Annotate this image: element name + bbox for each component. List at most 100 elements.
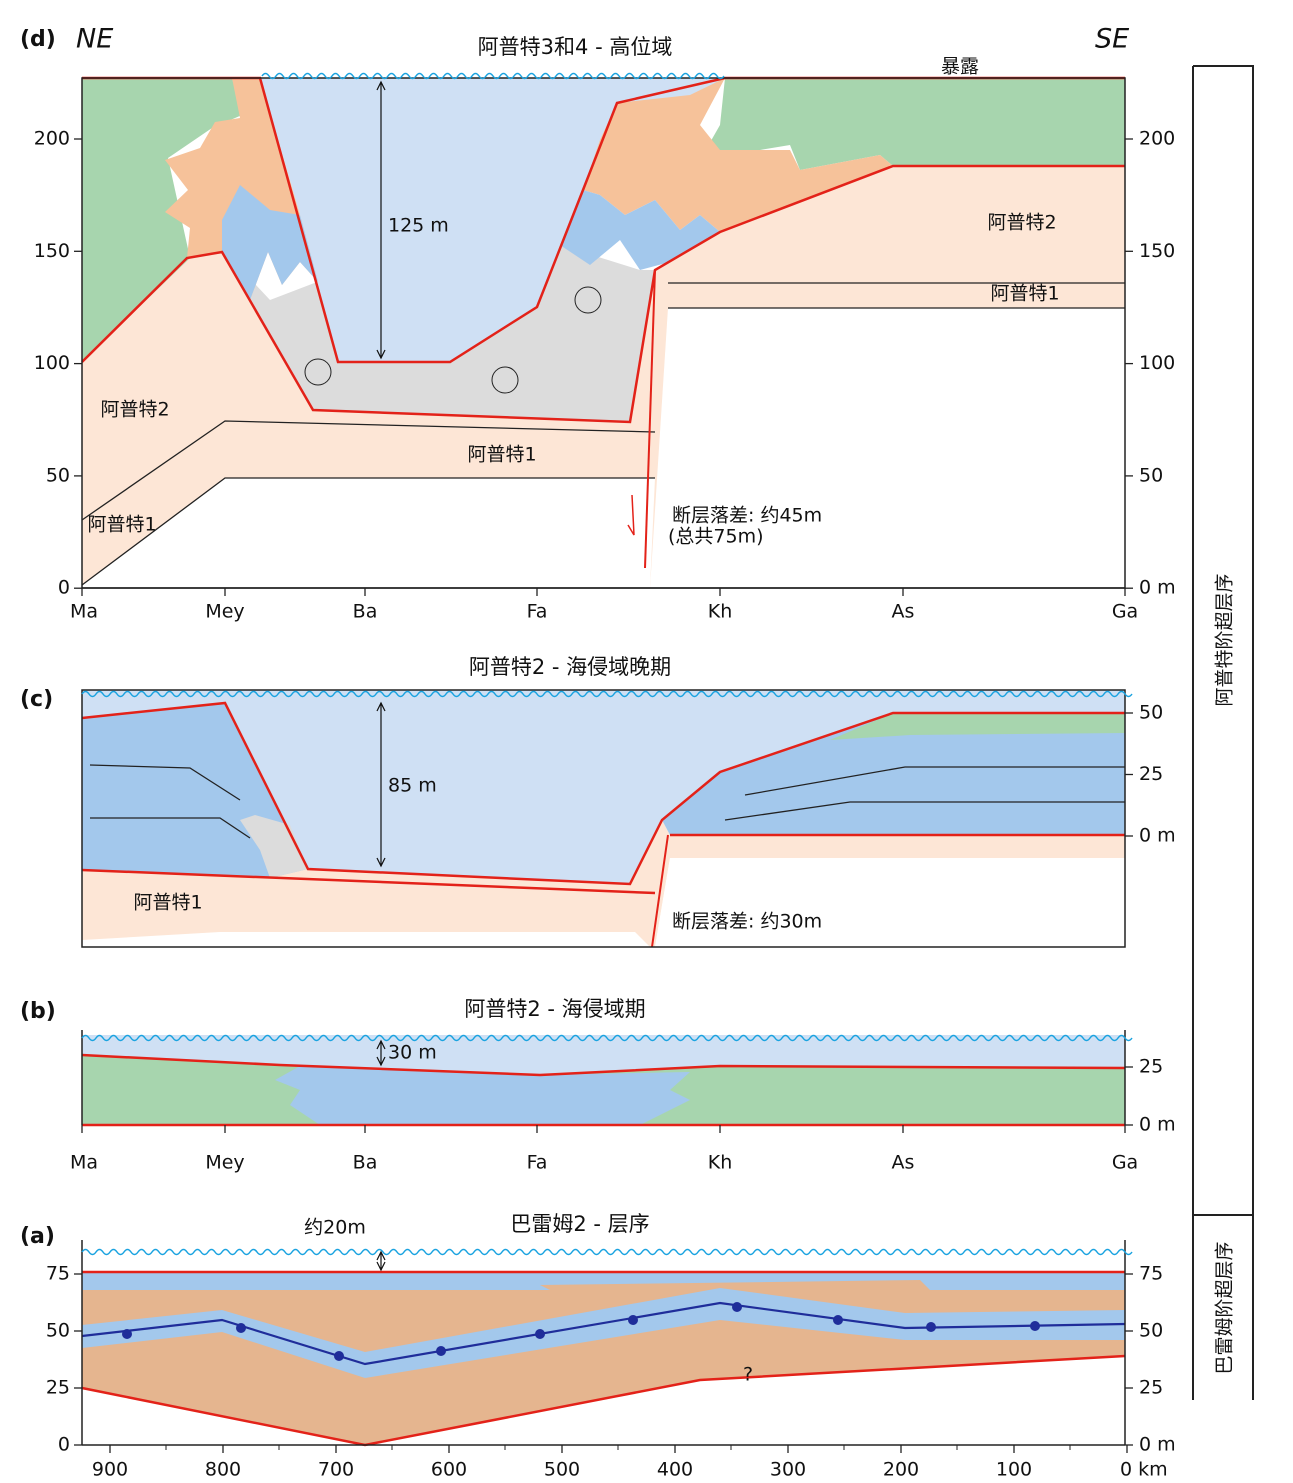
shapes	[74, 65, 1254, 1453]
location-label: Fa	[527, 1152, 548, 1174]
annotation: 30 m	[388, 1042, 437, 1064]
tick-label: 0 m	[1139, 825, 1176, 847]
tick-label: 50	[1139, 1320, 1163, 1342]
location-label: Ba	[353, 1152, 378, 1174]
layer	[662, 713, 1125, 835]
panel-label: (c)	[20, 687, 53, 712]
boundary	[376, 857, 386, 868]
boundary	[81, 420, 656, 521]
boundary	[81, 477, 655, 586]
boundary	[89, 764, 241, 801]
layer	[222, 185, 318, 300]
boundary	[376, 701, 386, 712]
marker	[334, 1351, 344, 1361]
boundary	[376, 1250, 386, 1261]
boundary	[376, 1261, 386, 1272]
tick-label: 100	[1139, 352, 1175, 374]
boundary	[82, 76, 726, 364]
layer	[583, 78, 893, 232]
tick-label: 25	[46, 1377, 70, 1399]
boundary	[1193, 65, 1254, 1400]
boundary	[724, 801, 1125, 821]
marker	[732, 1302, 742, 1312]
tick-label: 25	[1139, 1377, 1163, 1399]
layer	[275, 1066, 690, 1125]
unit-label: 阿普特1	[990, 283, 1059, 305]
marker	[122, 1329, 132, 1339]
marker	[436, 1346, 446, 1356]
marker	[926, 1322, 936, 1332]
boundary	[90, 817, 251, 839]
location-label: Fa	[527, 601, 548, 623]
panel-label: (a)	[20, 1224, 55, 1249]
tick-label: 150	[1139, 240, 1175, 262]
boundary	[81, 1053, 1126, 1077]
annotation: ?	[743, 1364, 753, 1386]
panel-title: 阿普特2 - 海侵域晚期	[469, 655, 671, 679]
location-label: Kh	[708, 1152, 733, 1174]
panel-title: 巴雷姆2 - 层序	[510, 1212, 649, 1236]
layer	[82, 78, 242, 362]
fossil	[304, 358, 332, 386]
location-label: Mey	[205, 1152, 244, 1174]
marker	[628, 1315, 638, 1325]
unit-label: 阿普特1	[133, 892, 202, 914]
layer	[81, 689, 1126, 948]
location-label: As	[892, 601, 915, 623]
boundary	[376, 1056, 386, 1067]
fossil	[491, 366, 519, 394]
tick-label: 200	[34, 128, 70, 150]
km-label: 300	[770, 1459, 806, 1481]
layer	[225, 245, 655, 422]
km-label: 400	[657, 1459, 693, 1481]
tick-label: 75	[46, 1263, 70, 1285]
location-label: Ma	[70, 601, 98, 623]
layer	[260, 78, 725, 362]
water-surface	[81, 1034, 1133, 1042]
unit-label: 阿普特2	[100, 399, 169, 421]
boundary	[651, 834, 669, 948]
tick-label: 0 m	[1139, 1434, 1176, 1456]
layer	[830, 713, 1125, 740]
boundary	[81, 164, 1125, 424]
marker	[535, 1329, 545, 1339]
boundary	[376, 349, 386, 360]
layer	[700, 78, 1125, 170]
km-label: 200	[883, 1459, 919, 1481]
fossil	[574, 286, 602, 314]
tick-label: 50	[1139, 464, 1163, 486]
direction: SE	[1095, 24, 1129, 55]
layer	[240, 815, 308, 878]
annotation: 暴露	[941, 56, 979, 78]
km-label: 0 km	[1120, 1459, 1168, 1481]
layer	[82, 478, 655, 588]
panel-label: (b)	[20, 999, 56, 1024]
layer	[82, 690, 1125, 884]
tick-label: 75	[1139, 1263, 1163, 1285]
tick-label: 100	[34, 352, 70, 374]
annotation: (总共75m)	[668, 526, 764, 548]
tick-label: 0 m	[1139, 1114, 1176, 1136]
tick-label: 0 m	[1139, 577, 1176, 599]
location-label: Ma	[70, 1152, 98, 1174]
panel-label: (d)	[20, 27, 56, 52]
tick-label: 50	[46, 1320, 70, 1342]
annotation: 85 m	[388, 775, 437, 797]
unit-label: 阿普特1	[467, 444, 536, 466]
unit-label: 阿普特2	[987, 212, 1056, 234]
tick-label: 25	[1139, 763, 1163, 785]
tick-label: 25	[1139, 1056, 1163, 1078]
location-label: Ga	[1112, 601, 1138, 623]
location-label: Ga	[1112, 1152, 1138, 1174]
water-surface	[261, 72, 725, 80]
annotation: 125 m	[388, 215, 449, 237]
sidebar-label: 阿普特阶超层序	[1214, 573, 1236, 706]
marker	[833, 1315, 843, 1325]
annotation: 断层落差: 约45m	[672, 505, 822, 527]
boundary	[81, 701, 1125, 886]
km-label: 500	[544, 1459, 580, 1481]
water-surface	[81, 1248, 1133, 1256]
boundary	[81, 1354, 1126, 1447]
annotation: 断层落差: 约30m	[672, 911, 822, 933]
